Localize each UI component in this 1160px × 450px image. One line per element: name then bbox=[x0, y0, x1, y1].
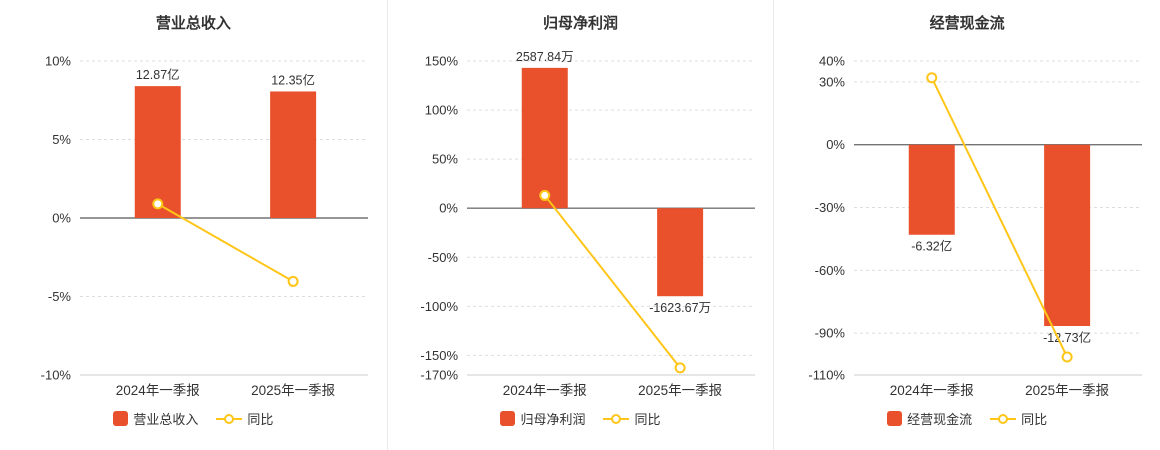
bar-2025年一季报[interactable] bbox=[657, 208, 704, 297]
yoy-line bbox=[544, 194, 682, 369]
chart-legend: 营业总收入 同比 bbox=[113, 409, 273, 428]
cash-flow-chart-canvas: 40% 30% 0% -30% -60% -90% -110% -6.32亿 -12.73亿 20… bbox=[809, 54, 1143, 398]
bar-2024年一季报[interactable] bbox=[135, 86, 182, 218]
chart-panel-operating-cash-flow: 经营现金流 40% 30% 0% -30% -60% -90% -110% -6.32亿 -12… bbox=[773, 0, 1160, 450]
legend-line-label: 同比 bbox=[1021, 412, 1048, 427]
line-series-swatch-icon bbox=[990, 413, 1017, 424]
y-tick-label: -5% bbox=[48, 289, 72, 304]
revenue-chart-canvas: 10% 5% 0% -5% -10% 12.87亿 12.35亿 2024年一季报 2025年一… bbox=[41, 54, 369, 398]
chart-title: 营业总收入 bbox=[155, 15, 231, 32]
bar-value-label: -6.32亿 bbox=[911, 239, 952, 254]
chart-legend: 归母净利润 同比 bbox=[500, 409, 661, 428]
y-tick-label: -100% bbox=[421, 299, 459, 314]
y-tick-label: 0% bbox=[826, 137, 845, 152]
legend-item-bar-series[interactable]: 经营现金流 bbox=[887, 409, 972, 428]
bar-2024年一季报[interactable] bbox=[522, 67, 569, 209]
bar-series-swatch-icon bbox=[113, 411, 129, 426]
legend-item-bar-series[interactable]: 营业总收入 bbox=[113, 409, 198, 428]
bar-value-label: 12.35亿 bbox=[272, 72, 316, 87]
x-category-label: 2024年一季报 bbox=[503, 383, 587, 398]
legend-bar-label: 归母净利润 bbox=[520, 412, 586, 427]
y-tick-label: -170% bbox=[421, 368, 459, 383]
bar-value-label: -12.73亿 bbox=[1043, 330, 1091, 345]
yoy-line bbox=[157, 203, 294, 283]
net-profit-chart-canvas: 150% 100% 50% 0% -50% -100% -150% -170% 2587.84万… bbox=[421, 50, 756, 398]
yoy-marker[interactable] bbox=[287, 275, 299, 287]
line-series-swatch-icon bbox=[603, 413, 630, 424]
y-tick-label: 100% bbox=[425, 103, 459, 118]
x-category-label: 2025年一季报 bbox=[1025, 383, 1109, 398]
legend-item-line-series[interactable]: 同比 bbox=[603, 409, 661, 428]
chart-title: 经营现金流 bbox=[929, 15, 1005, 32]
yoy-marker[interactable] bbox=[539, 189, 551, 201]
y-tick-label: 10% bbox=[45, 54, 71, 69]
yoy-marker[interactable] bbox=[152, 198, 164, 210]
chart-panel-operating-revenue: 营业总收入 10% 5% 0% -5% -10% 12.87亿 12.35亿 2024年一季报… bbox=[0, 0, 387, 450]
legend-line-label: 同比 bbox=[247, 412, 274, 427]
x-category-label: 2024年一季报 bbox=[116, 383, 200, 398]
yoy-line bbox=[931, 77, 1069, 358]
y-tick-label: 50% bbox=[432, 152, 458, 167]
y-tick-label: -110% bbox=[809, 368, 846, 383]
y-tick-label: -10% bbox=[41, 368, 72, 383]
y-tick-label: -60% bbox=[815, 263, 846, 278]
y-tick-label: 5% bbox=[53, 132, 72, 147]
y-tick-label: 150% bbox=[425, 54, 459, 69]
bar-2024年一季报[interactable] bbox=[908, 144, 955, 235]
chart-panel-net-profit: 归母净利润 150% 100% 50% 0% -50% -100% -150% -170% 25… bbox=[386, 0, 774, 450]
y-tick-label: -150% bbox=[421, 348, 459, 363]
line-series-swatch-icon bbox=[216, 413, 243, 424]
y-tick-label: -90% bbox=[815, 326, 846, 341]
bar-value-label: -1623.67万 bbox=[650, 301, 712, 315]
yoy-marker[interactable] bbox=[675, 362, 687, 374]
legend-line-label: 同比 bbox=[634, 412, 661, 427]
bar-2025年一季报[interactable] bbox=[1044, 144, 1091, 327]
bar-series-swatch-icon bbox=[887, 411, 903, 426]
bar-2025年一季报[interactable] bbox=[270, 91, 317, 218]
bar-value-label: 2587.84万 bbox=[516, 50, 574, 64]
legend-item-line-series[interactable]: 同比 bbox=[216, 409, 273, 428]
yoy-marker[interactable] bbox=[1061, 351, 1073, 363]
chart-title: 归母净利润 bbox=[542, 15, 618, 32]
legend-bar-label: 经营现金流 bbox=[907, 412, 973, 427]
y-tick-label: 40% bbox=[819, 54, 845, 69]
y-tick-label: 0% bbox=[53, 211, 72, 226]
legend-bar-label: 营业总收入 bbox=[133, 412, 199, 427]
y-tick-label: -50% bbox=[428, 250, 459, 265]
x-category-label: 2025年一季报 bbox=[639, 383, 723, 398]
y-tick-label: -30% bbox=[815, 200, 846, 215]
yoy-marker[interactable] bbox=[926, 72, 938, 84]
bar-value-label: 12.87亿 bbox=[136, 67, 180, 82]
legend-item-bar-series[interactable]: 归母净利润 bbox=[500, 409, 585, 428]
chart-legend: 经营现金流 同比 bbox=[887, 409, 1047, 428]
y-tick-label: 30% bbox=[819, 74, 845, 89]
y-tick-label: 0% bbox=[440, 201, 459, 216]
bar-series-swatch-icon bbox=[500, 411, 516, 426]
x-category-label: 2024年一季报 bbox=[890, 383, 974, 398]
x-category-label: 2025年一季报 bbox=[251, 383, 335, 398]
legend-item-line-series[interactable]: 同比 bbox=[990, 409, 1047, 428]
